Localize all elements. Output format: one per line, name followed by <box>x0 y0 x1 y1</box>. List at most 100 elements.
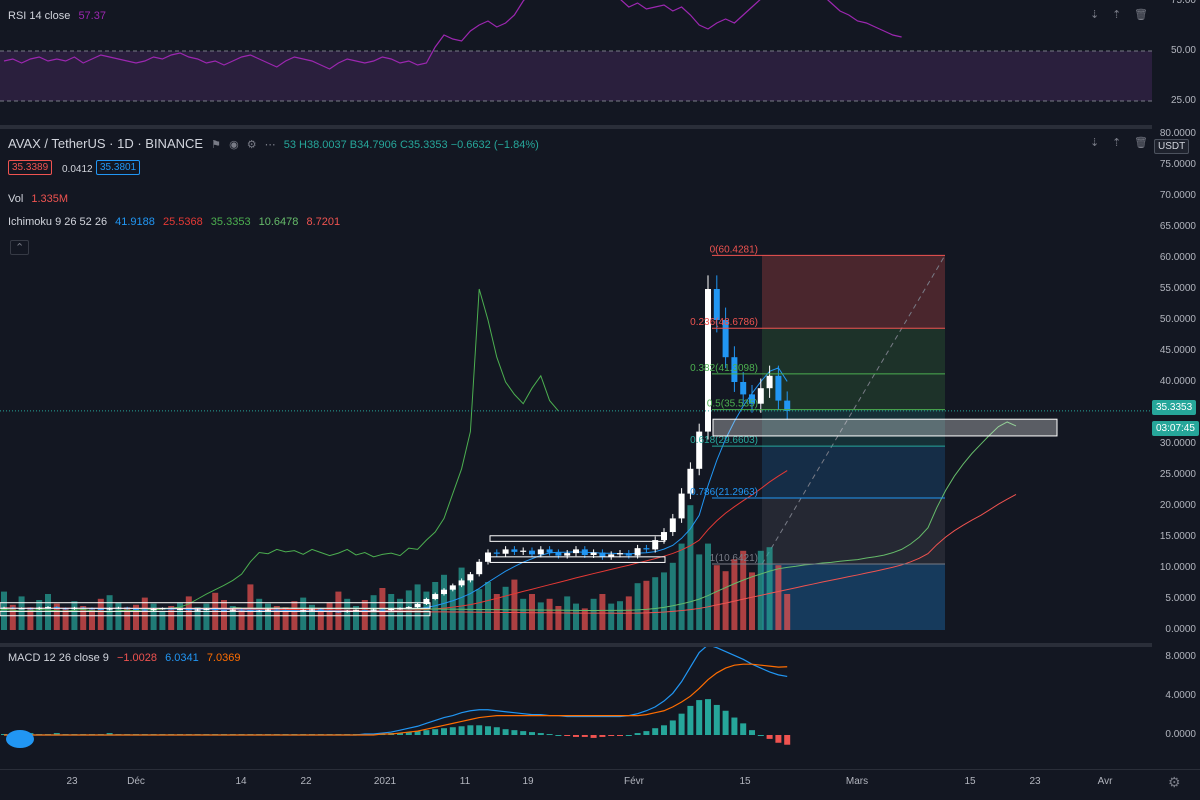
candle[interactable] <box>449 585 456 590</box>
candle[interactable] <box>168 608 175 610</box>
candle[interactable] <box>784 400 791 411</box>
candle[interactable] <box>106 608 113 610</box>
candle[interactable] <box>687 468 694 494</box>
candle[interactable] <box>722 320 729 358</box>
candle[interactable] <box>590 552 597 555</box>
range-box[interactable] <box>0 602 431 609</box>
collapse-legend-icon[interactable]: ⌃ <box>10 240 30 255</box>
volume-legend[interactable]: Vol 1.335M <box>8 193 73 205</box>
candle[interactable] <box>317 609 324 611</box>
candle[interactable] <box>502 549 509 554</box>
candle[interactable] <box>370 609 377 611</box>
candle[interactable] <box>458 580 465 586</box>
candle[interactable] <box>529 550 535 555</box>
candle[interactable] <box>749 394 755 404</box>
candle[interactable] <box>405 607 412 609</box>
candle[interactable] <box>564 553 571 556</box>
macd-pane[interactable] <box>0 647 1152 769</box>
candle[interactable] <box>467 574 474 581</box>
settings-icon[interactable]: ⚙ <box>246 139 257 151</box>
move-down-icon[interactable]: ⇣ <box>1090 9 1100 21</box>
candle[interactable] <box>731 357 738 382</box>
candle[interactable] <box>379 609 386 611</box>
candle[interactable] <box>678 493 685 519</box>
candle[interactable] <box>247 610 254 612</box>
candle[interactable] <box>713 289 720 320</box>
candle[interactable] <box>388 608 395 611</box>
candle[interactable] <box>238 609 245 611</box>
candle[interactable] <box>775 375 782 401</box>
candle[interactable] <box>53 607 60 609</box>
candle[interactable] <box>150 608 157 611</box>
candle[interactable] <box>634 548 641 556</box>
candle[interactable] <box>485 552 491 562</box>
candle[interactable] <box>643 548 650 550</box>
delete-icon[interactable]: 🗑 <box>1134 9 1148 21</box>
eye-icon[interactable]: ◉ <box>229 139 239 151</box>
macd-legend[interactable]: MACD 12 26 close 9 −1.0028 6.0341 7.0369 <box>8 652 245 664</box>
tradingview-logo[interactable] <box>6 730 34 748</box>
candle[interactable] <box>581 549 588 555</box>
candle[interactable] <box>608 554 615 557</box>
candle[interactable] <box>617 553 623 555</box>
candle[interactable] <box>177 608 183 610</box>
flag-icon[interactable]: ⚑ <box>211 139 221 151</box>
symbol-title[interactable]: AVAX / TetherUS · 1D · BINANCE <box>8 136 204 151</box>
pane-divider[interactable] <box>0 643 1152 647</box>
ask-price[interactable]: 35.3801 <box>96 160 141 175</box>
candle[interactable] <box>599 552 606 557</box>
candle[interactable] <box>97 608 104 610</box>
candle[interactable] <box>229 609 236 611</box>
candle[interactable] <box>555 552 562 556</box>
candle[interactable] <box>414 603 421 608</box>
candle[interactable] <box>432 594 439 599</box>
candle[interactable] <box>423 599 430 604</box>
time-axis[interactable]: 23 Déc 14 22 2021 11 19 Févr 15 Mars 15 23 Avr ⚙ <box>0 769 1200 800</box>
range-box[interactable] <box>489 556 666 563</box>
candle[interactable] <box>300 610 307 612</box>
candle[interactable] <box>740 382 747 395</box>
candle[interactable] <box>476 561 483 575</box>
bid-price[interactable]: 35.3389 <box>8 160 53 175</box>
currency-label[interactable]: USDT <box>1154 139 1190 154</box>
candle[interactable] <box>696 431 703 469</box>
candle[interactable] <box>194 609 201 611</box>
candle[interactable] <box>652 540 659 550</box>
candle[interactable] <box>265 609 271 611</box>
range-box[interactable] <box>0 610 431 617</box>
candle[interactable] <box>141 609 148 611</box>
candle[interactable] <box>353 610 359 612</box>
candle[interactable] <box>221 610 227 612</box>
candle[interactable] <box>520 550 527 552</box>
main-move-down-icon[interactable]: ⇣ <box>1090 137 1100 149</box>
candle[interactable] <box>441 589 447 595</box>
candle[interactable] <box>335 611 342 613</box>
candle[interactable] <box>669 518 676 533</box>
candle[interactable] <box>45 607 51 609</box>
candle[interactable] <box>493 552 500 554</box>
candle[interactable] <box>212 608 219 611</box>
main-delete-icon[interactable]: 🗑 <box>1134 137 1148 149</box>
candle[interactable] <box>625 553 632 556</box>
candle[interactable] <box>361 610 368 612</box>
candle[interactable] <box>573 549 579 554</box>
candle[interactable] <box>203 608 210 610</box>
candle[interactable] <box>511 549 518 552</box>
range-box[interactable] <box>489 535 666 542</box>
fib-trend-line[interactable] <box>761 255 946 565</box>
symbol-legend[interactable]: AVAX / TetherUS · 1D · BINANCE ⚑ ◉ ⚙ ⋯ 5… <box>8 136 544 151</box>
main-move-up-icon[interactable]: ⇡ <box>1112 137 1122 149</box>
move-up-icon[interactable]: ⇡ <box>1112 9 1122 21</box>
support-zone[interactable] <box>712 418 1058 437</box>
main-chart[interactable]: 0(60.4281) 0.236(48.6786) 0.382(41.3098) 0.… <box>0 129 1152 643</box>
candle[interactable] <box>705 289 711 432</box>
more-icon[interactable]: ⋯ <box>264 139 276 151</box>
candle[interactable] <box>282 610 289 612</box>
candle[interactable] <box>273 609 280 611</box>
candle[interactable] <box>537 549 544 555</box>
ichimoku-legend[interactable]: Ichimoku 9 26 52 26 41.9188 25.5368 35.3… <box>8 216 345 228</box>
candle[interactable] <box>766 375 773 389</box>
candle[interactable] <box>185 608 192 611</box>
candle[interactable] <box>757 388 764 404</box>
